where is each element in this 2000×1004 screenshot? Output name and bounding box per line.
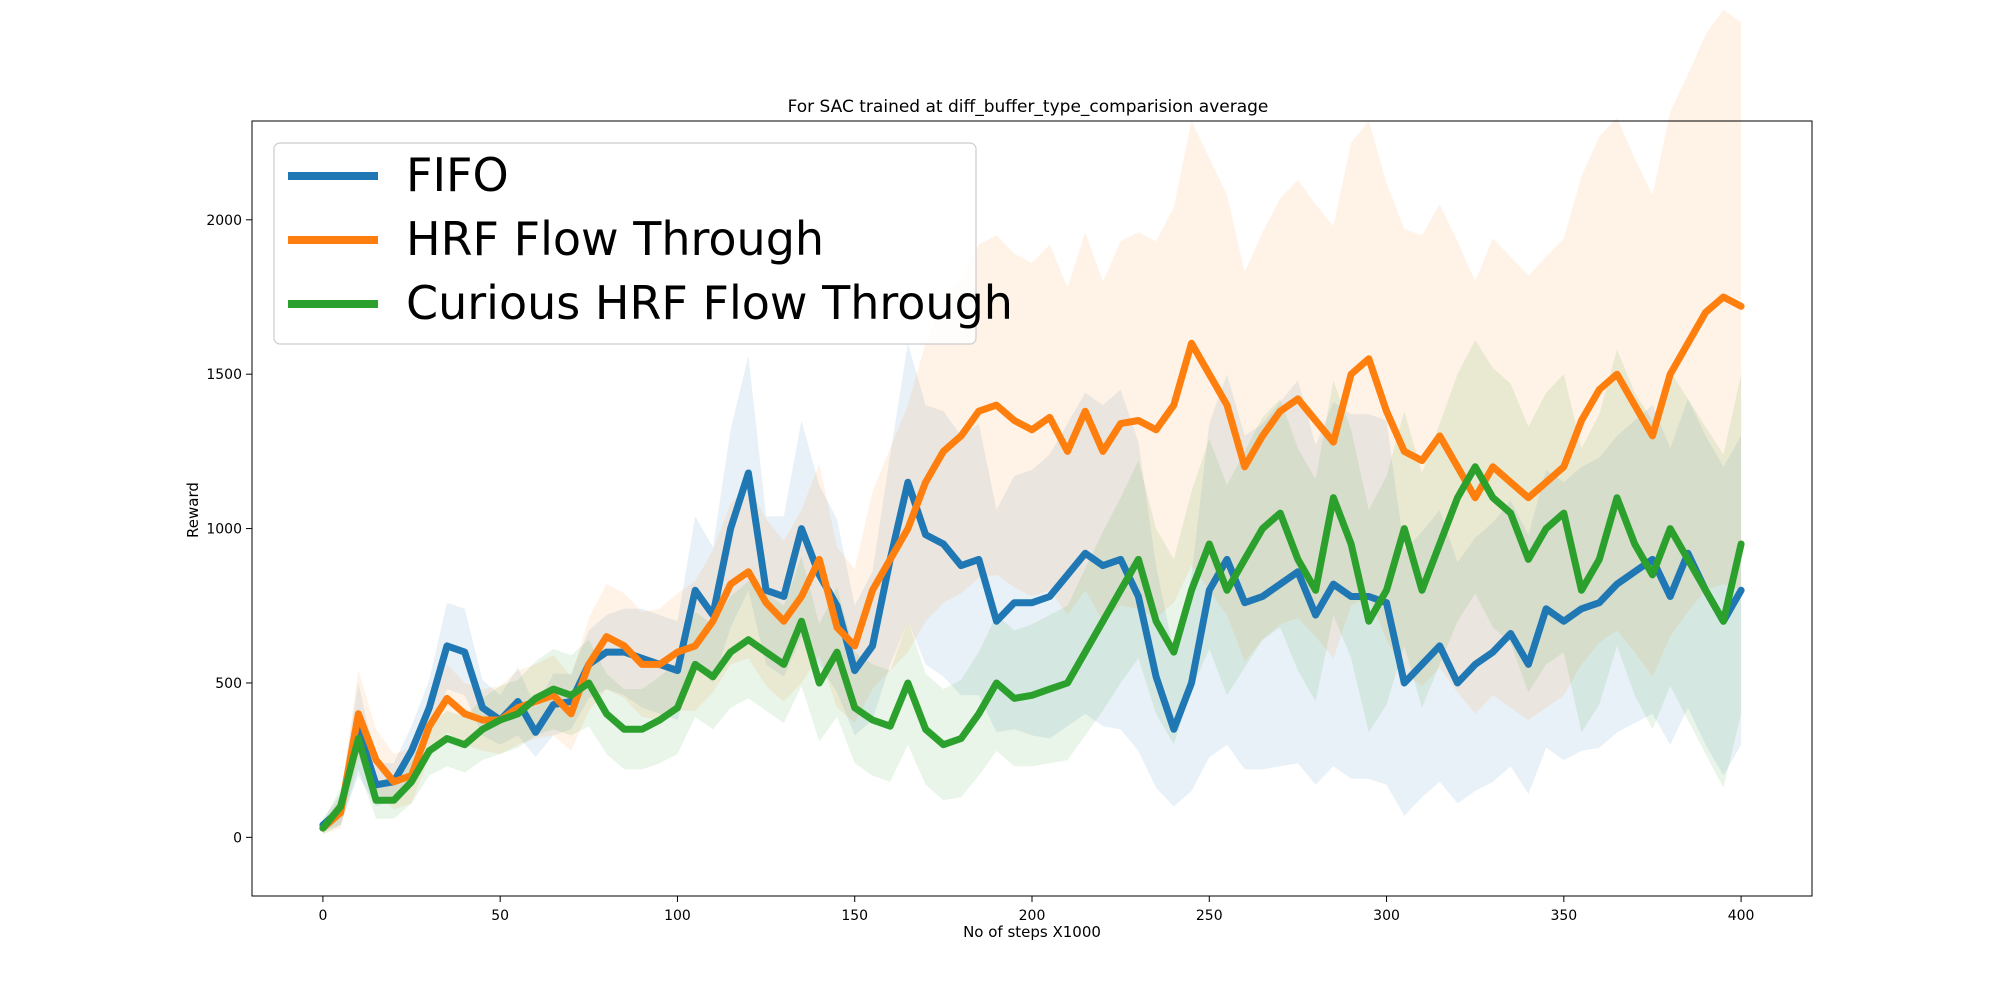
y-tick-label: 2000 [206,213,242,229]
y-tick-label: 1000 [206,522,242,538]
x-tick-label: 150 [841,908,868,924]
chart-title: For SAC trained at diff_buffer_type_comp… [788,97,1269,117]
x-tick-label: 300 [1373,908,1400,924]
x-tick-label: 250 [1196,908,1223,924]
legend-label-curious-hrf: Curious HRF Flow Through [406,276,1013,330]
x-axis-label: No of steps X1000 [963,923,1101,941]
y-axis-label: Reward [184,482,202,538]
y-tick-label: 500 [215,676,242,692]
line-hrf-flow-through [319,293,1745,832]
legend-label-hrf: HRF Flow Through [406,212,824,266]
y-tick-label: 0 [233,830,242,846]
x-tick-label: 100 [664,908,691,924]
series-lines [319,293,1745,832]
x-tick-label: 200 [1019,908,1046,924]
line-curious-hrf-flow-through [319,463,1745,832]
confidence-bands [322,9,1742,835]
y-tick-label: 1500 [206,367,242,383]
legend-label-fifo: FIFO [406,148,509,202]
x-tick-label: 350 [1550,908,1577,924]
legend: FIFO HRF Flow Through Curious HRF Flow T… [273,142,1013,345]
legend-box [273,142,977,345]
x-tick-label: 0 [318,908,327,924]
y-axis-ticks: 0 500 1000 1500 2000 [206,213,252,846]
band-hrf-flow-through [322,9,1742,835]
x-tick-label: 400 [1728,908,1755,924]
x-axis-ticks: 0 50 100 150 200 250 300 350 400 [318,896,1754,924]
x-tick-label: 50 [491,908,509,924]
